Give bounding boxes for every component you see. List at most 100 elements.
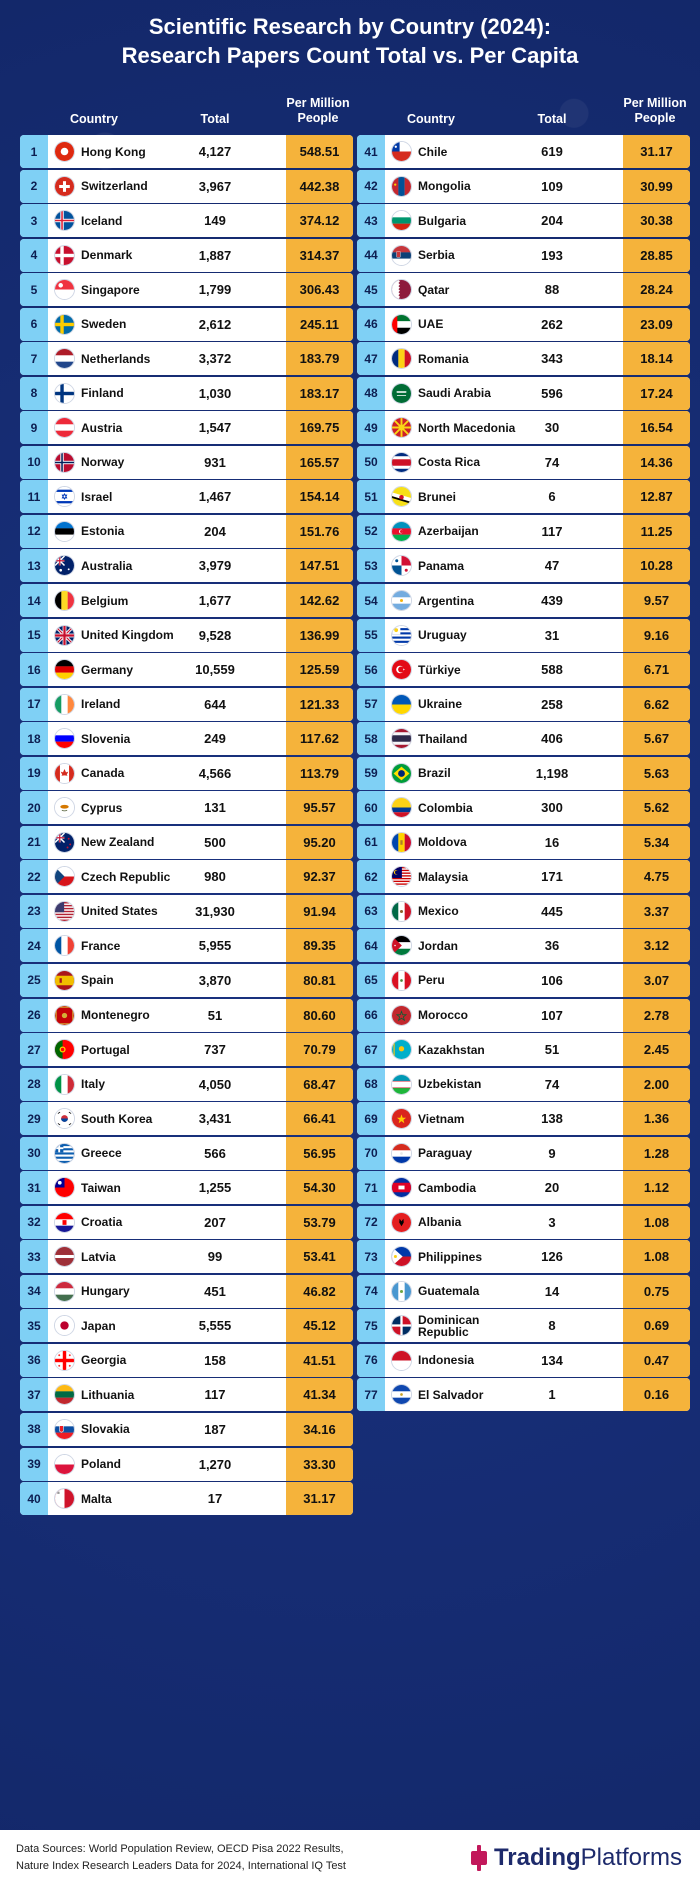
per-million-value: 3.07 — [623, 963, 690, 997]
country-name: Vietnam — [418, 1111, 465, 1126]
total-value: 1 — [548, 1387, 556, 1403]
total-value: 134 — [541, 1352, 563, 1368]
rank-badge: 46 — [357, 307, 385, 341]
country-name: Latvia — [81, 1249, 116, 1264]
country-name: Morocco — [418, 1008, 469, 1022]
total-value: 16 — [544, 834, 560, 850]
country-name: Thailand — [418, 731, 468, 746]
country-name: UAE — [418, 317, 444, 332]
table-row: 71 Cambodia 20 1.12 — [357, 1171, 690, 1205]
country-name: El Salvador — [418, 1387, 484, 1402]
country-name: Israel — [81, 489, 113, 504]
rank-badge: 62 — [357, 860, 385, 894]
total-value: 10,559 — [195, 662, 235, 678]
total-value: 138 — [541, 1111, 563, 1127]
per-million-value: 121.33 — [286, 687, 353, 721]
hungary-flag-icon — [54, 1280, 75, 1302]
rank-badge: 50 — [357, 445, 385, 479]
rank-badge: 63 — [357, 894, 385, 928]
per-million-value: 2.78 — [623, 998, 690, 1032]
total-value: 74 — [544, 454, 560, 470]
country-name: Montenegro — [81, 1008, 150, 1022]
per-million-value: 548.51 — [286, 135, 353, 168]
per-million-value: 136.99 — [286, 618, 353, 652]
country-name: Costa Rica — [418, 455, 481, 470]
rank-badge: 14 — [20, 584, 48, 618]
rank-badge: 11 — [20, 480, 48, 514]
total-value: 204 — [204, 523, 226, 539]
table-row: 22 Czech Republic 980 92.37 — [20, 860, 353, 894]
rank-badge: 44 — [357, 238, 385, 272]
per-million-value: 245.11 — [286, 307, 353, 341]
country-name: Hong Kong — [81, 144, 146, 159]
table-row: 67 Kazakhstan 51 2.45 — [357, 1033, 690, 1067]
per-million-value: 314.37 — [286, 238, 353, 272]
rank-badge: 26 — [20, 998, 48, 1032]
page-title: Scientific Research by Country (2024): R… — [0, 12, 700, 70]
table-row: 40 Malta 17 31.17 — [20, 1482, 353, 1516]
table-row: 31 Taiwan 1,255 54.30 — [20, 1171, 353, 1205]
usa-flag-icon — [54, 900, 75, 922]
total-value: 149 — [204, 213, 226, 229]
table-row: 73 Philippines 126 1.08 — [357, 1240, 690, 1274]
belgium-flag-icon — [54, 590, 75, 612]
rank-badge: 27 — [20, 1033, 48, 1067]
rank-badge: 56 — [357, 653, 385, 687]
per-million-value: 34.16 — [286, 1412, 353, 1446]
total-value: 51 — [544, 1042, 560, 1058]
table-row: 50 Costa Rica 74 14.36 — [357, 445, 690, 479]
table-row: 29 South Korea 3,431 66.41 — [20, 1102, 353, 1136]
table-row: 24 France 5,955 89.35 — [20, 929, 353, 963]
country-name: Malaysia — [418, 869, 469, 884]
country-name: United States — [81, 904, 158, 919]
per-million-value: 1.08 — [623, 1205, 690, 1239]
country-name: Türkiye — [418, 662, 461, 677]
country-name: Ukraine — [418, 697, 463, 712]
per-million-value: 68.47 — [286, 1067, 353, 1101]
rank-badge: 22 — [20, 860, 48, 894]
table-row: 27 Portugal 737 70.79 — [20, 1033, 353, 1067]
montenegro-flag-icon — [54, 1004, 75, 1026]
table-row: 37 Lithuania 117 41.34 — [20, 1378, 353, 1412]
total-value: 644 — [204, 696, 226, 712]
romania-flag-icon — [391, 348, 412, 370]
uk-flag-icon — [54, 624, 75, 646]
denmark-flag-icon — [54, 244, 75, 266]
estonia-flag-icon — [54, 520, 75, 542]
rank-badge: 53 — [357, 549, 385, 583]
total-value: 619 — [541, 144, 563, 159]
total-value: 343 — [541, 351, 563, 367]
costarica-flag-icon — [391, 451, 412, 473]
total-value: 737 — [204, 1042, 226, 1058]
per-million-value: 183.17 — [286, 376, 353, 410]
iceland-flag-icon — [54, 210, 75, 232]
total-value: 1,677 — [198, 593, 232, 609]
table-row: 9 Austria 1,547 169.75 — [20, 411, 353, 445]
country-name: Singapore — [81, 282, 140, 297]
rank-badge: 34 — [20, 1274, 48, 1308]
header-country: Country — [70, 112, 118, 126]
finland-flag-icon — [54, 382, 75, 404]
total-value: 1,799 — [198, 282, 232, 298]
rank-badge: 72 — [357, 1205, 385, 1239]
country-name: Finland — [81, 386, 124, 401]
per-million-value: 16.54 — [623, 411, 690, 445]
country-name: Italy — [81, 1077, 106, 1092]
country-name: Georgia — [81, 1353, 127, 1368]
country-name: Paraguay — [418, 1146, 473, 1161]
total-value: 596 — [541, 385, 563, 401]
canada-flag-icon — [54, 762, 75, 784]
france-flag-icon — [54, 935, 75, 957]
total-value: 193 — [541, 247, 563, 263]
per-million-value: 31.17 — [286, 1482, 353, 1516]
table-row: 57 Ukraine 258 6.62 — [357, 687, 690, 721]
table-row: 64 Jordan 36 3.12 — [357, 929, 690, 963]
total-value: 36 — [544, 938, 560, 954]
total-value: 204 — [541, 213, 563, 229]
rank-badge: 19 — [20, 756, 48, 790]
country-name: Panama — [418, 558, 465, 573]
total-value: 6 — [548, 489, 556, 505]
table-row: 65 Peru 106 3.07 — [357, 963, 690, 997]
table-row: 58 Thailand 406 5.67 — [357, 722, 690, 756]
table-row: 75 Dominican Republic 8 0.69 — [357, 1309, 690, 1343]
